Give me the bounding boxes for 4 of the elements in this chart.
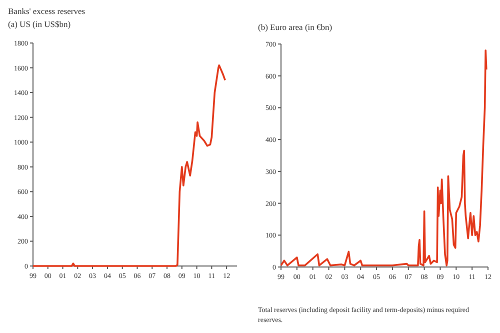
chart-title: (b) Euro area (in €bn)	[258, 22, 332, 32]
line-series	[32, 64, 226, 267]
chart-subtitle: (a) US (in US$bn)	[8, 19, 71, 29]
chart-title: Banks' excess reserves	[8, 6, 86, 16]
